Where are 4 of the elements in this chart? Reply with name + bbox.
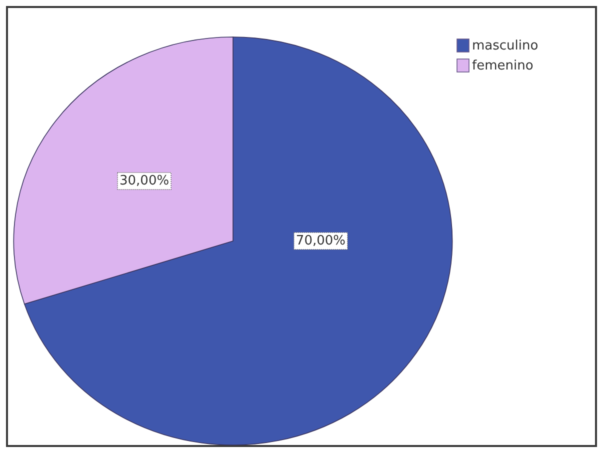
data-label: 30,00%	[120, 174, 170, 189]
legend-label: femenino	[472, 58, 534, 74]
legend-label: masculino	[472, 38, 538, 54]
data-label: 70,00%	[296, 234, 346, 248]
